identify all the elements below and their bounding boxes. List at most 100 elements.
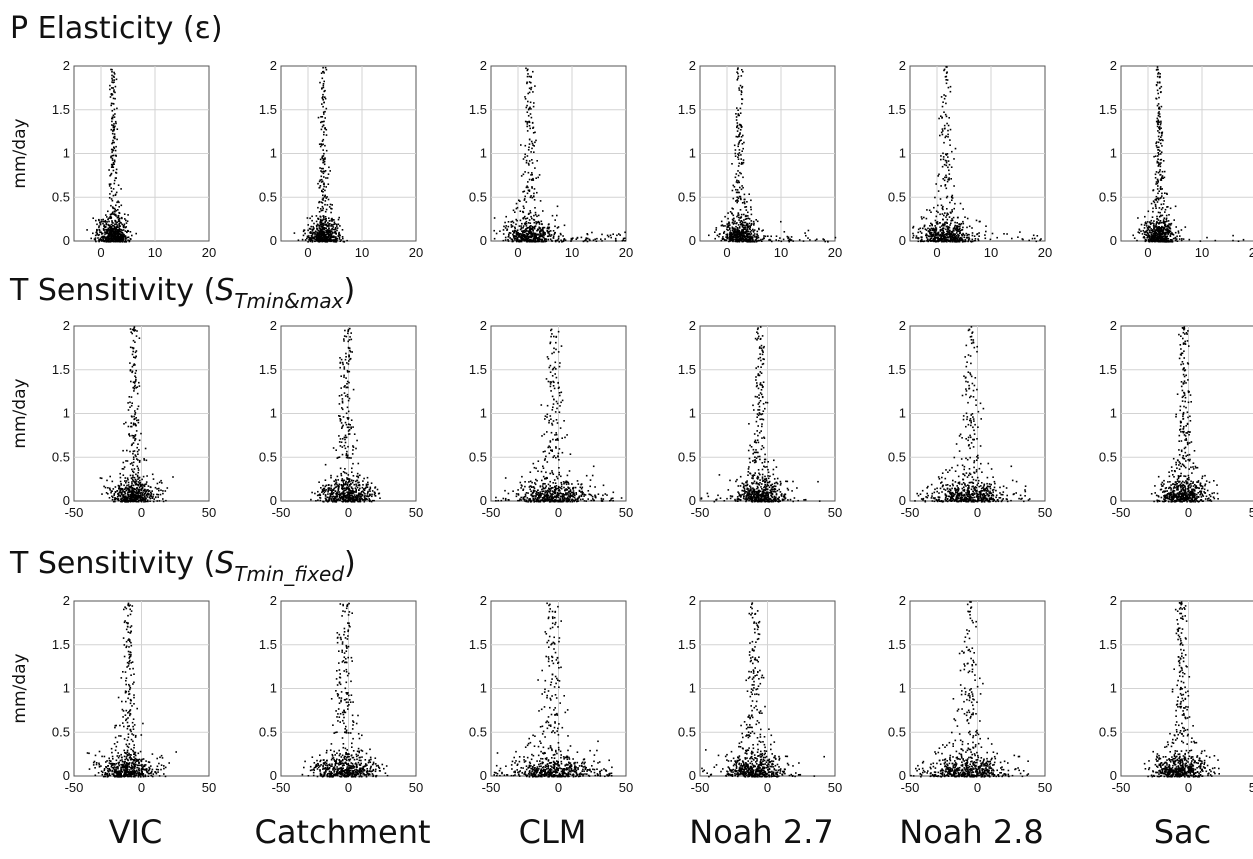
y-tick-label: 1.5 bbox=[678, 102, 696, 117]
data-point bbox=[111, 240, 114, 243]
data-point bbox=[317, 234, 319, 237]
data-point bbox=[1176, 240, 1179, 242]
data-point bbox=[525, 230, 527, 233]
data-point bbox=[525, 159, 528, 162]
data-point bbox=[947, 231, 949, 233]
data-point bbox=[943, 225, 945, 227]
data-point bbox=[944, 127, 946, 130]
data-point bbox=[1152, 230, 1155, 233]
data-point bbox=[117, 492, 119, 495]
data-point bbox=[738, 135, 740, 138]
data-point bbox=[740, 213, 743, 216]
data-point bbox=[733, 144, 736, 147]
data-point bbox=[708, 234, 710, 237]
data-point bbox=[328, 206, 331, 208]
data-point bbox=[533, 221, 536, 224]
data-point bbox=[130, 238, 132, 240]
data-point bbox=[134, 329, 137, 331]
data-point bbox=[734, 155, 737, 157]
data-point bbox=[536, 221, 539, 224]
data-point bbox=[333, 240, 335, 242]
data-point bbox=[306, 236, 309, 238]
data-point bbox=[1160, 215, 1162, 217]
data-point bbox=[347, 332, 349, 335]
data-point bbox=[939, 229, 942, 232]
data-point bbox=[125, 237, 127, 240]
data-point bbox=[1138, 229, 1141, 231]
data-point bbox=[338, 238, 341, 240]
x-tick-label: 0 bbox=[1144, 245, 1151, 260]
data-point bbox=[322, 484, 324, 487]
data-point bbox=[834, 236, 837, 239]
data-point bbox=[957, 225, 959, 227]
data-point bbox=[744, 221, 747, 224]
data-point bbox=[118, 224, 121, 227]
data-point bbox=[329, 229, 331, 231]
data-point bbox=[942, 152, 944, 155]
data-point bbox=[109, 231, 112, 234]
data-point bbox=[322, 197, 325, 199]
data-point bbox=[962, 222, 965, 225]
data-point bbox=[315, 500, 317, 502]
data-point bbox=[113, 182, 116, 185]
data-point bbox=[1168, 214, 1170, 216]
data-point bbox=[322, 493, 325, 495]
y-tick-label: 1 bbox=[899, 146, 906, 161]
data-point bbox=[531, 121, 534, 124]
data-point bbox=[734, 240, 736, 243]
data-point bbox=[780, 220, 782, 223]
data-point bbox=[130, 498, 132, 500]
data-point bbox=[1158, 126, 1161, 128]
data-point bbox=[323, 235, 325, 238]
data-point bbox=[96, 232, 98, 234]
data-point bbox=[1162, 220, 1165, 223]
data-point bbox=[118, 238, 120, 241]
data-point bbox=[321, 155, 324, 158]
data-point bbox=[778, 239, 780, 242]
x-tick-label: 0 bbox=[933, 245, 940, 260]
data-point bbox=[943, 141, 945, 144]
data-point bbox=[321, 228, 323, 231]
data-point bbox=[527, 100, 529, 103]
data-point bbox=[1155, 171, 1158, 173]
data-point bbox=[147, 485, 150, 487]
data-point bbox=[330, 233, 333, 236]
data-point bbox=[110, 156, 112, 159]
data-point bbox=[736, 215, 738, 218]
data-point bbox=[782, 238, 785, 241]
panel-0-0: 00.511.520 10 20 bbox=[52, 58, 216, 260]
data-point bbox=[132, 350, 134, 353]
data-point bbox=[557, 238, 560, 240]
data-point bbox=[542, 233, 544, 235]
data-point bbox=[923, 225, 926, 228]
data-point bbox=[951, 210, 953, 213]
x-tick-label: -50 bbox=[65, 505, 84, 520]
data-point bbox=[1199, 240, 1202, 242]
data-point bbox=[529, 228, 532, 230]
data-point bbox=[112, 81, 114, 84]
data-point bbox=[330, 498, 333, 500]
data-point bbox=[947, 239, 950, 242]
data-point bbox=[736, 136, 739, 138]
data-point bbox=[953, 207, 955, 210]
data-point bbox=[311, 491, 313, 494]
data-point bbox=[326, 196, 328, 198]
data-point bbox=[945, 239, 947, 242]
data-point bbox=[112, 75, 115, 78]
data-point bbox=[738, 149, 741, 151]
data-point bbox=[111, 227, 114, 230]
data-point bbox=[322, 215, 324, 217]
data-point bbox=[109, 174, 111, 177]
data-point bbox=[132, 479, 134, 482]
data-point bbox=[338, 233, 340, 235]
data-point bbox=[786, 235, 789, 238]
data-point bbox=[1155, 231, 1158, 234]
data-point bbox=[556, 205, 559, 208]
data-point bbox=[154, 486, 157, 489]
data-point bbox=[321, 240, 323, 243]
data-point bbox=[310, 232, 312, 234]
data-point bbox=[114, 113, 116, 115]
data-point bbox=[1152, 233, 1155, 235]
data-point bbox=[172, 476, 174, 478]
